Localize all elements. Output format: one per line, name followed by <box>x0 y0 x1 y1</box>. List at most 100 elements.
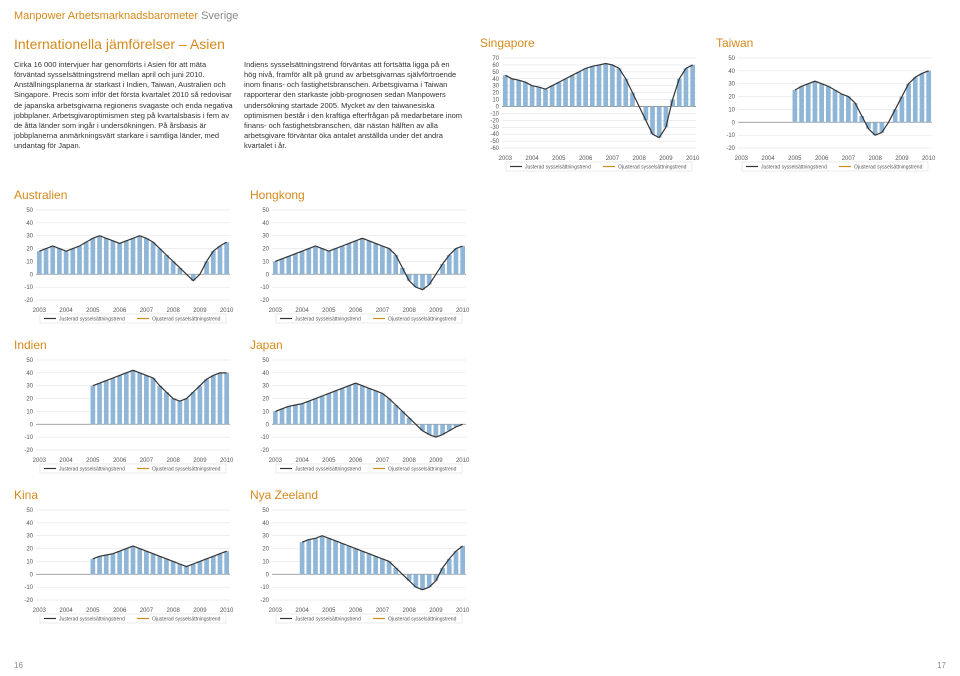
svg-text:0: 0 <box>30 572 34 578</box>
region-text: Sverige <box>201 10 238 22</box>
svg-text:Ojusterad sysselsättningstrend: Ojusterad sysselsättningstrend <box>618 165 687 171</box>
svg-text:-10: -10 <box>260 585 269 591</box>
svg-text:10: 10 <box>262 559 269 565</box>
svg-text:70: 70 <box>492 56 499 62</box>
svg-text:0: 0 <box>266 572 270 578</box>
svg-text:2003: 2003 <box>33 608 47 614</box>
svg-text:-50: -50 <box>490 139 499 145</box>
section-title: Internationella jämförelser – Asien <box>14 36 464 52</box>
svg-text:Justerad sysselsättningstrend: Justerad sysselsättningstrend <box>761 165 827 171</box>
svg-text:Justerad sysselsättningstrend: Justerad sysselsättningstrend <box>295 617 361 623</box>
svg-text:2009: 2009 <box>429 608 443 614</box>
svg-text:50: 50 <box>26 208 33 214</box>
svg-text:10: 10 <box>26 259 33 265</box>
svg-text:-10: -10 <box>260 435 269 441</box>
svg-text:Ojusterad sysselsättningstrend: Ojusterad sysselsättningstrend <box>152 317 221 323</box>
svg-text:Justerad sysselsättningstrend: Justerad sysselsättningstrend <box>59 617 125 623</box>
svg-text:30: 30 <box>26 234 33 240</box>
svg-text:40: 40 <box>262 221 269 227</box>
svg-text:40: 40 <box>26 221 33 227</box>
svg-text:2008: 2008 <box>632 156 646 162</box>
svg-text:2008: 2008 <box>402 308 416 314</box>
chart-hongkong: Hongkong -20-100102030405020032004200520… <box>250 188 470 326</box>
svg-text:Ojusterad sysselsättningstrend: Ojusterad sysselsättningstrend <box>388 317 457 323</box>
svg-text:2009: 2009 <box>193 308 207 314</box>
svg-text:Ojusterad sysselsättningstrend: Ojusterad sysselsättningstrend <box>152 467 221 473</box>
svg-text:2007: 2007 <box>140 458 154 464</box>
svg-text:-10: -10 <box>260 285 269 291</box>
svg-text:2004: 2004 <box>761 156 775 162</box>
svg-text:20: 20 <box>492 91 499 97</box>
body-column-2: Indiens sysselsättningstrend förväntas a… <box>244 60 464 151</box>
svg-text:-20: -20 <box>490 118 499 124</box>
svg-text:50: 50 <box>262 358 269 364</box>
svg-text:-60: -60 <box>490 146 499 152</box>
svg-text:10: 10 <box>26 559 33 565</box>
body-column-1: Cirka 16 000 intervjuer har genomförts i… <box>14 60 234 151</box>
brand-text: Manpower Arbetsmarknadsbarometer <box>14 10 198 22</box>
svg-text:-20: -20 <box>24 298 33 304</box>
svg-text:Justerad sysselsättningstrend: Justerad sysselsättningstrend <box>525 165 591 171</box>
svg-text:2005: 2005 <box>552 156 566 162</box>
svg-text:2006: 2006 <box>113 458 127 464</box>
svg-text:2010: 2010 <box>220 458 234 464</box>
svg-text:0: 0 <box>732 120 736 126</box>
chart-indien: Indien -20-10010203040502003200420052006… <box>14 338 234 476</box>
svg-text:2007: 2007 <box>140 608 154 614</box>
page-header: Manpower Arbetsmarknadsbarometer Sverige <box>14 10 946 22</box>
svg-text:-40: -40 <box>490 132 499 138</box>
svg-text:10: 10 <box>262 259 269 265</box>
svg-text:2005: 2005 <box>86 458 100 464</box>
svg-text:2003: 2003 <box>499 156 513 162</box>
svg-text:2003: 2003 <box>33 308 47 314</box>
svg-text:-20: -20 <box>260 598 269 604</box>
svg-text:2004: 2004 <box>525 156 539 162</box>
svg-text:40: 40 <box>492 77 499 83</box>
svg-text:2009: 2009 <box>193 608 207 614</box>
svg-text:30: 30 <box>26 384 33 390</box>
svg-text:2007: 2007 <box>606 156 620 162</box>
svg-text:20: 20 <box>26 547 33 553</box>
svg-text:40: 40 <box>262 521 269 527</box>
svg-text:30: 30 <box>728 82 735 88</box>
svg-text:10: 10 <box>728 107 735 113</box>
svg-text:2009: 2009 <box>895 156 909 162</box>
svg-text:2006: 2006 <box>113 308 127 314</box>
svg-text:2006: 2006 <box>349 458 363 464</box>
svg-text:2010: 2010 <box>220 308 234 314</box>
svg-text:-20: -20 <box>24 448 33 454</box>
svg-text:2007: 2007 <box>140 308 154 314</box>
svg-text:2005: 2005 <box>322 458 336 464</box>
svg-text:30: 30 <box>26 534 33 540</box>
svg-text:2003: 2003 <box>269 308 283 314</box>
svg-text:2005: 2005 <box>86 608 100 614</box>
svg-text:0: 0 <box>30 422 34 428</box>
svg-text:2008: 2008 <box>402 608 416 614</box>
svg-text:60: 60 <box>492 63 499 69</box>
svg-text:Ojusterad sysselsättningstrend: Ojusterad sysselsättningstrend <box>854 165 923 171</box>
svg-text:2004: 2004 <box>295 308 309 314</box>
svg-text:30: 30 <box>262 384 269 390</box>
svg-text:2010: 2010 <box>220 608 234 614</box>
svg-text:50: 50 <box>26 358 33 364</box>
svg-text:2010: 2010 <box>456 458 470 464</box>
svg-text:2003: 2003 <box>269 458 283 464</box>
svg-text:10: 10 <box>26 409 33 415</box>
svg-text:2003: 2003 <box>269 608 283 614</box>
svg-text:30: 30 <box>492 84 499 90</box>
svg-text:-10: -10 <box>726 133 735 139</box>
svg-text:2009: 2009 <box>429 458 443 464</box>
svg-text:0: 0 <box>266 272 270 278</box>
svg-text:2004: 2004 <box>295 458 309 464</box>
svg-text:40: 40 <box>26 521 33 527</box>
svg-text:40: 40 <box>728 69 735 75</box>
svg-text:Ojusterad sysselsättningstrend: Ojusterad sysselsättningstrend <box>152 617 221 623</box>
svg-text:-30: -30 <box>490 125 499 131</box>
chart-japan: Japan -20-100102030405020032004200520062… <box>250 338 470 476</box>
svg-text:30: 30 <box>262 534 269 540</box>
svg-text:-10: -10 <box>24 435 33 441</box>
svg-text:2006: 2006 <box>349 308 363 314</box>
page-numbers: 16 17 <box>14 661 946 670</box>
svg-text:-20: -20 <box>726 146 735 152</box>
svg-text:50: 50 <box>728 56 735 62</box>
